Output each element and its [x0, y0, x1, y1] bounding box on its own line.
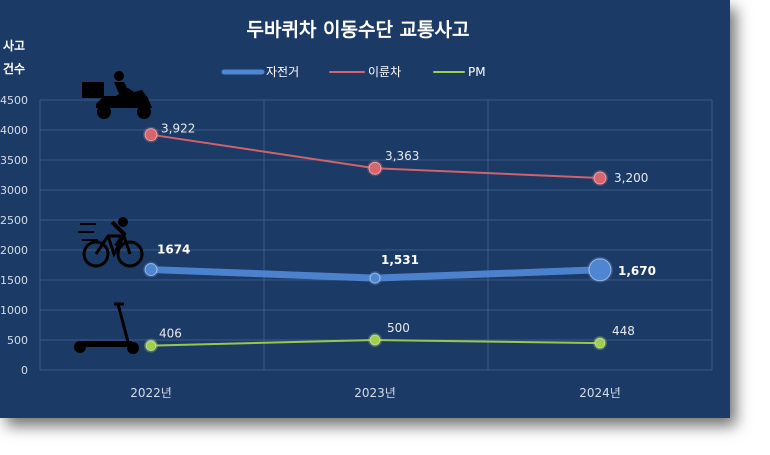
- data-label: 500: [387, 321, 410, 335]
- data-label: 3,922: [161, 122, 195, 136]
- legend: 자전거 이륜차 PM: [221, 65, 486, 79]
- x-tick-label: 2023년: [354, 386, 396, 400]
- y-tick-label: 3000: [0, 184, 28, 197]
- y-tick-label: 500: [7, 334, 28, 347]
- line-chart: 두바퀴차 이동수단 교통사고 사고 건수 0 500 1000 1500 2000 250…: [0, 19, 713, 400]
- y-ticks: 0 500 1000 1500 2000 2500 3000 3500 4000 4500: [0, 94, 28, 377]
- data-label: 1674: [157, 243, 190, 257]
- data-point: [368, 161, 382, 175]
- data-point: [369, 334, 381, 346]
- y-tick-label: 1000: [0, 304, 28, 317]
- scooter-icon: [74, 302, 139, 354]
- data-label: 3,363: [385, 149, 419, 163]
- chart-title: 두바퀴차 이동수단 교통사고: [247, 19, 470, 41]
- legend-entry: 자전거: [266, 65, 299, 79]
- data-point: [144, 263, 158, 277]
- y-tick-label: 1500: [0, 274, 28, 287]
- bicycle-icon: [78, 217, 144, 268]
- data-point: [593, 171, 607, 185]
- legend-entry: 이륜차: [368, 65, 401, 79]
- x-tick-label: 2022년: [130, 386, 172, 400]
- y-tick-label: 2000: [0, 244, 28, 257]
- data-label: 406: [159, 327, 182, 341]
- grid: [39, 99, 713, 371]
- series-layer: 1674 1,531 1,670 3,922 3,363 3,200 406 500 448: [143, 122, 656, 353]
- data-point: [145, 340, 157, 352]
- legend-entry: PM: [468, 65, 486, 79]
- data-point: [594, 337, 606, 349]
- data-label: 3,200: [614, 171, 648, 185]
- y-tick-label: 4500: [0, 94, 28, 107]
- y-axis-label-line1: 사고: [3, 38, 25, 53]
- y-tick-label: 0: [21, 364, 28, 377]
- data-point: [369, 272, 381, 284]
- y-axis-label-line2: 건수: [3, 61, 25, 76]
- x-tick-label: 2024년: [579, 386, 621, 400]
- x-ticks: 2022년 2023년 2024년: [130, 386, 621, 400]
- data-label: 1,531: [381, 253, 419, 267]
- data-point: [144, 128, 158, 142]
- motorcycle-icon: [82, 71, 152, 119]
- y-tick-label: 2500: [0, 214, 28, 227]
- y-tick-label: 4000: [0, 124, 28, 137]
- chart-panel: 두바퀴차 이동수단 교통사고 사고 건수 0 500 1000 1500 2000 250…: [0, 0, 730, 418]
- data-label: 448: [612, 324, 635, 338]
- data-label: 1,670: [618, 264, 656, 278]
- y-tick-label: 3500: [0, 154, 28, 167]
- data-point: [588, 258, 612, 282]
